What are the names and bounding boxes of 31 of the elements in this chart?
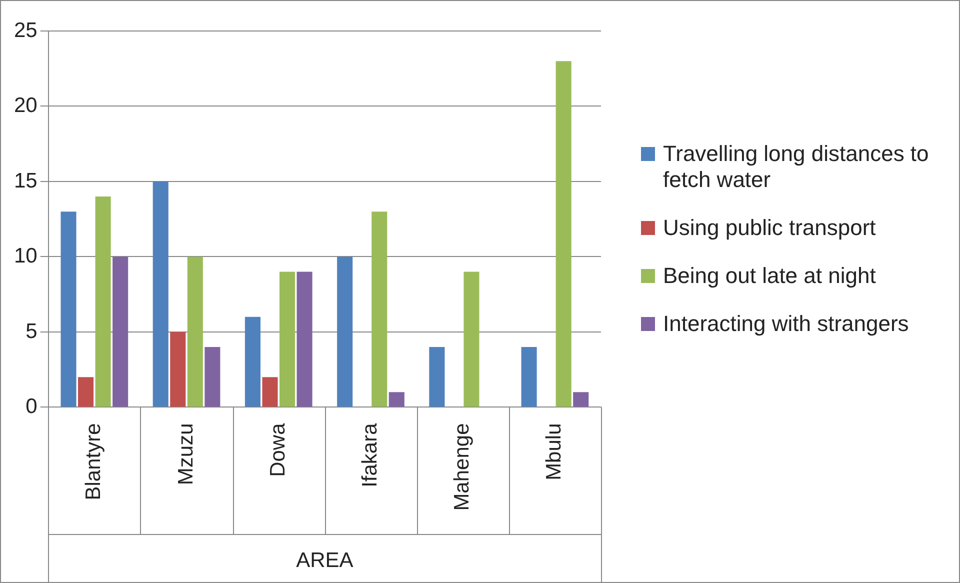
bar bbox=[262, 377, 278, 407]
bar bbox=[279, 272, 296, 407]
legend-label: Using public transport bbox=[663, 215, 876, 241]
bar bbox=[573, 392, 589, 407]
y-tick-label: 0 bbox=[26, 395, 38, 418]
bar bbox=[244, 316, 260, 407]
legend-label: Interacting with strangers bbox=[663, 311, 909, 337]
bar bbox=[152, 181, 168, 407]
bar bbox=[204, 347, 220, 407]
bar bbox=[337, 256, 353, 407]
y-tick-label: 5 bbox=[26, 320, 38, 343]
x-axis-title: AREA bbox=[296, 549, 354, 572]
bar bbox=[372, 212, 388, 407]
y-tick-label: 15 bbox=[14, 169, 38, 192]
bar bbox=[429, 347, 445, 407]
bar bbox=[60, 212, 76, 407]
bar bbox=[112, 256, 128, 407]
bar bbox=[187, 256, 203, 407]
legend-label: Being out late at night bbox=[663, 263, 876, 289]
bar bbox=[556, 61, 572, 407]
bar bbox=[521, 347, 537, 407]
legend-label: Travelling long distances to fetch water bbox=[663, 141, 930, 193]
bar bbox=[464, 272, 480, 407]
bar bbox=[388, 392, 404, 407]
y-tick-label: 10 bbox=[14, 244, 38, 268]
y-tick-label: 25 bbox=[14, 18, 38, 42]
y-tick-label: 20 bbox=[14, 94, 38, 118]
bar bbox=[296, 272, 312, 407]
bar bbox=[170, 332, 186, 407]
bar bbox=[78, 377, 94, 407]
bar bbox=[95, 196, 111, 407]
